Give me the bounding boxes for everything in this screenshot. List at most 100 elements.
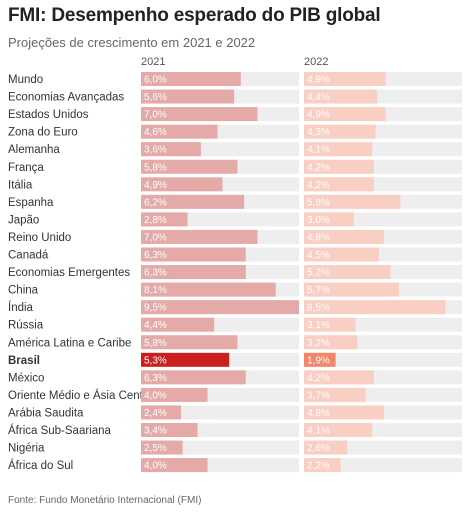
data-label-2022: 3,2% bbox=[307, 338, 330, 349]
data-label-2021: 2,8% bbox=[144, 215, 167, 226]
chart-row-economias-emergentes: Economias Emergentes 6,3% 5,2% bbox=[8, 265, 462, 280]
data-label-2021: 6,3% bbox=[144, 373, 167, 384]
bar-2022 bbox=[304, 458, 341, 473]
data-label-2021: 6,2% bbox=[144, 197, 167, 208]
bar-2021 bbox=[141, 370, 246, 385]
bar-2022 bbox=[304, 212, 354, 227]
bar-2021 bbox=[141, 142, 201, 157]
bar-2022 bbox=[304, 352, 336, 367]
bar-2022 bbox=[304, 370, 374, 385]
bar-2021 bbox=[141, 89, 235, 104]
data-label-2021: 4,0% bbox=[144, 461, 167, 472]
bar-2022 bbox=[304, 387, 366, 402]
data-label-2022: 4,2% bbox=[307, 180, 330, 191]
bar-2022 bbox=[304, 247, 379, 262]
category-label: Espanha bbox=[8, 197, 54, 209]
bar-2022 bbox=[304, 89, 378, 104]
category-label: Mundo bbox=[8, 74, 43, 86]
category-label: Alemanha bbox=[8, 144, 60, 156]
bar-2021 bbox=[141, 247, 246, 262]
data-label-2021: 7,0% bbox=[144, 232, 167, 243]
chart-row-estados-unidos: Estados Unidos 7,0% 4,9% bbox=[8, 107, 462, 122]
data-label-2022: 1,9% bbox=[307, 355, 330, 366]
data-label-2021: 3,6% bbox=[144, 145, 167, 156]
data-label-2022: 4,3% bbox=[307, 127, 330, 138]
data-label-2021: 8,1% bbox=[144, 285, 167, 296]
category-label: Índia bbox=[8, 301, 34, 314]
chart-row-america-latina-e-caribe: América Latina e Caribe 5,8% 3,2% bbox=[8, 335, 462, 350]
chart-row-africa-do-sul: África do Sul 4,0% 2,2% bbox=[8, 458, 462, 473]
bar-2021 bbox=[141, 352, 230, 367]
chart-row-nigeria: Nigéria 2,5% 2,6% bbox=[8, 440, 462, 455]
bar-2022 bbox=[304, 423, 373, 437]
data-label-2021: 4,4% bbox=[144, 320, 167, 331]
category-label: França bbox=[8, 162, 44, 174]
data-label-2022: 8,5% bbox=[307, 303, 330, 314]
column-header-2022: 2022 bbox=[304, 56, 328, 68]
bar-2021 bbox=[141, 300, 299, 315]
bar-2021 bbox=[141, 317, 215, 332]
bar-2022 bbox=[304, 405, 384, 420]
category-label: México bbox=[8, 372, 44, 384]
category-label: Itália bbox=[8, 179, 33, 191]
bar-2021 bbox=[141, 335, 238, 350]
category-label: Rússia bbox=[8, 320, 44, 332]
category-label: Japão bbox=[8, 214, 39, 226]
category-label: Reino Unido bbox=[8, 232, 71, 244]
data-label-2022: 3,1% bbox=[307, 320, 330, 331]
category-label: Canadá bbox=[8, 250, 49, 262]
chart-row-arabia-saudita: Arábia Saudita 2,4% 4,8% bbox=[8, 405, 462, 420]
chart-row-india: Índia 9,5% 8,5% bbox=[8, 300, 462, 315]
bar-2022 bbox=[304, 107, 386, 122]
category-label: Oriente Médio e Ásia Central bbox=[8, 389, 156, 402]
chart-row-reino-unido: Reino Unido 7,0% 4,8% bbox=[8, 229, 462, 244]
bar-2022 bbox=[304, 124, 376, 139]
data-label-2021: 5,8% bbox=[144, 162, 167, 173]
data-label-2022: 4,8% bbox=[307, 232, 330, 243]
bar-2022 bbox=[304, 317, 356, 332]
chart-row-russia: Rússia 4,4% 3,1% bbox=[8, 317, 462, 332]
bar-2021 bbox=[141, 458, 208, 473]
bar-2021 bbox=[141, 212, 188, 227]
data-label-2021: 2,4% bbox=[144, 408, 167, 419]
category-label: Zona do Euro bbox=[8, 127, 78, 139]
bar-2021 bbox=[141, 194, 245, 209]
chart-row-mundo: Mundo 6,0% 4,9% bbox=[8, 72, 462, 86]
chart-subtitle: Projeções de crescimento em 2021 e 2022 bbox=[8, 35, 256, 50]
data-label-2022: 5,8% bbox=[307, 197, 330, 208]
category-label: África do Sul bbox=[8, 459, 73, 472]
bar-2021 bbox=[141, 159, 238, 174]
bar-2022 bbox=[304, 72, 386, 86]
bar-2022 bbox=[304, 142, 373, 157]
chart-row-alemanha: Alemanha 3,6% 4,1% bbox=[8, 142, 462, 157]
data-label-2021: 4,0% bbox=[144, 390, 167, 401]
category-label: Economias Emergentes bbox=[8, 267, 130, 279]
bar-2022 bbox=[304, 300, 446, 315]
bar-2022 bbox=[304, 440, 348, 455]
chart-row-zona-do-euro: Zona do Euro 4,6% 4,3% bbox=[8, 124, 462, 139]
bar-2021 bbox=[141, 423, 198, 437]
bar-track-2022 bbox=[304, 458, 462, 473]
bar-2022 bbox=[304, 265, 391, 280]
source-note: Fonte: Fundo Monetário Internacional (FM… bbox=[8, 495, 202, 506]
category-label: Economias Avançadas bbox=[8, 92, 124, 104]
data-label-2021: 3,4% bbox=[144, 426, 167, 437]
bar-2022 bbox=[304, 177, 374, 192]
data-label-2021: 4,9% bbox=[144, 180, 167, 191]
category-label: Estados Unidos bbox=[8, 109, 89, 121]
bar-2021 bbox=[141, 440, 183, 455]
bar-2021 bbox=[141, 177, 223, 192]
bar-2021 bbox=[141, 229, 258, 244]
data-label-2021: 6,0% bbox=[144, 75, 167, 86]
category-label: Arábia Saudita bbox=[8, 407, 84, 419]
data-label-2021: 6,3% bbox=[144, 250, 167, 261]
bar-2022 bbox=[304, 194, 401, 209]
data-label-2022: 5,7% bbox=[307, 285, 330, 296]
data-label-2022: 4,9% bbox=[307, 75, 330, 86]
category-label: América Latina e Caribe bbox=[8, 337, 131, 349]
data-label-2021: 2,5% bbox=[144, 443, 167, 454]
chart-row-japao: Japão 2,8% 3,0% bbox=[8, 212, 462, 227]
chart-row-brasil: Brasil 5,3% 1,9% bbox=[8, 352, 462, 367]
bar-track-2022 bbox=[304, 352, 462, 367]
